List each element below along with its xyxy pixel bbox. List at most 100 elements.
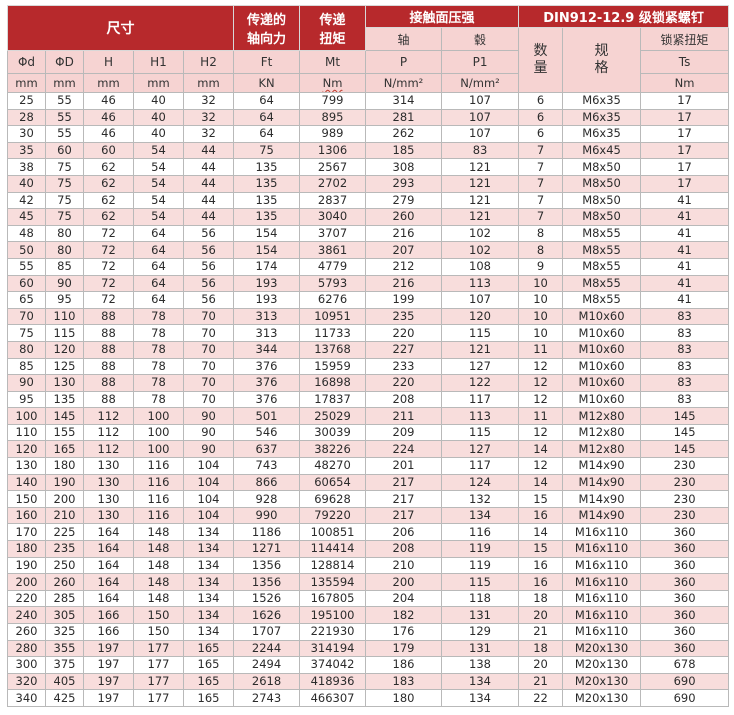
table-row: 50 80 72 64 56 154 3861 207 102 8 M8x55 41: [7, 241, 730, 259]
cell-ts: 145: [640, 423, 730, 442]
cell-p1: 113: [441, 407, 520, 425]
cell-h: 130: [83, 506, 134, 525]
cell-ts: 17: [640, 125, 730, 143]
cell-h: 197: [83, 689, 134, 707]
cell-qty: 22: [518, 689, 564, 707]
cell-p: 204: [365, 589, 443, 608]
unit-p1: N/mm²: [441, 73, 520, 93]
cell-ft: 928: [233, 490, 301, 508]
cell-p1: 121: [441, 174, 520, 193]
cell-ts: 41: [640, 274, 730, 293]
cell-p: 179: [365, 639, 443, 658]
cell-outer-d: 200: [45, 490, 84, 508]
cell-mt: 48270: [299, 457, 367, 475]
cell-qty: 15: [518, 490, 564, 508]
unit-ft: KN: [233, 73, 301, 93]
cell-h: 164: [83, 556, 134, 575]
header-axial-force: 传递的 轴向力: [233, 5, 301, 51]
table-row: 95 135 88 78 70 376 17837 208 117 12 M10x60 83: [7, 390, 730, 409]
cell-outer-d: 405: [45, 672, 84, 691]
table-row: 240 305 166 150 134 1626 195100 182 131 20 M16x110…: [7, 606, 730, 624]
cell-h2: 134: [182, 589, 235, 608]
cell-h1: 78: [133, 324, 184, 342]
cell-spec: M8x50: [562, 208, 642, 226]
cell-spec: M8x50: [562, 174, 642, 193]
cell-ft: 376: [233, 374, 301, 392]
table-row: 140 190 130 116 104 866 60654 217 124 14 M14x90 230: [7, 473, 730, 492]
cell-p: 180: [365, 689, 443, 707]
col-h: H: [83, 50, 134, 74]
cell-p1: 131: [441, 639, 520, 658]
cell-ts: 83: [640, 307, 730, 326]
cell-ft: 135: [233, 208, 301, 226]
cell-d: 170: [7, 523, 46, 542]
cell-ts: 83: [640, 374, 730, 392]
cell-d: 42: [7, 191, 46, 210]
unit-d: mm: [7, 73, 46, 93]
cell-ft: 1271: [233, 540, 301, 558]
cell-ts: 17: [640, 174, 730, 193]
cell-ft: 1526: [233, 589, 301, 608]
cell-ts: 230: [640, 506, 730, 525]
table-row: 190 250 164 148 134 1356 128814 210 119 16 M16x110…: [7, 556, 730, 575]
cell-ft: 313: [233, 307, 301, 326]
cell-mt: 15959: [299, 357, 367, 376]
cell-ts: 360: [640, 540, 730, 558]
cell-outer-d: 210: [45, 506, 84, 525]
cell-mt: 10951: [299, 307, 367, 326]
col-ts: Ts: [640, 50, 730, 74]
cell-p: 211: [365, 407, 443, 425]
cell-h2: 70: [182, 324, 235, 342]
unit-h: mm: [83, 73, 134, 93]
cell-qty: 10: [518, 274, 564, 293]
header-spec: 规格: [562, 27, 642, 93]
cell-outer-d: 180: [45, 457, 84, 475]
cell-mt: 69628: [299, 490, 367, 508]
cell-h2: 134: [182, 573, 235, 591]
cell-d: 280: [7, 639, 46, 658]
cell-h2: 44: [182, 174, 235, 193]
cell-h1: 177: [133, 656, 184, 674]
cell-h1: 54: [133, 174, 184, 193]
cell-d: 55: [7, 257, 46, 276]
cell-h1: 116: [133, 457, 184, 475]
cell-ft: 64: [233, 108, 301, 127]
cell-outer-d: 165: [45, 440, 84, 459]
cell-h1: 64: [133, 274, 184, 293]
cell-h2: 32: [182, 108, 235, 127]
cell-p: 314: [365, 92, 443, 110]
cell-ft: 64: [233, 92, 301, 110]
cell-p: 233: [365, 357, 443, 376]
cell-h2: 70: [182, 340, 235, 359]
cell-h: 164: [83, 540, 134, 558]
cell-p: 183: [365, 672, 443, 691]
col-h2: H2: [182, 50, 235, 74]
table-row: 130 180 130 116 104 743 48270 201 117 12 M14x90 230: [7, 457, 730, 475]
cell-qty: 20: [518, 606, 564, 624]
cell-h1: 40: [133, 125, 184, 143]
cell-mt: 2702: [299, 174, 367, 193]
cell-p: 293: [365, 174, 443, 193]
cell-d: 120: [7, 440, 46, 459]
table-row: 48 80 72 64 56 154 3707 216 102 8 M8x55 41: [7, 224, 730, 243]
cell-h: 130: [83, 457, 134, 475]
cell-ts: 17: [640, 141, 730, 160]
cell-p1: 122: [441, 374, 520, 392]
cell-p1: 117: [441, 457, 520, 475]
cell-mt: 418936: [299, 672, 367, 691]
table-row: 280 355 197 177 165 2244 314194 179 131 18 M20x130…: [7, 639, 730, 658]
cell-ts: 678: [640, 656, 730, 674]
cell-p1: 134: [441, 506, 520, 525]
cell-h1: 150: [133, 623, 184, 641]
unit-row: mm mm mm mm mm KN Nm N/mm² N/mm² Nm: [7, 73, 730, 93]
cell-spec: M16x110: [562, 606, 642, 624]
cell-mt: 895: [299, 108, 367, 127]
cell-p: 308: [365, 158, 443, 176]
cell-outer-d: 75: [45, 174, 84, 193]
cell-p: 281: [365, 108, 443, 127]
cell-h2: 56: [182, 257, 235, 276]
cell-h2: 70: [182, 357, 235, 376]
cell-spec: M8x55: [562, 241, 642, 259]
cell-qty: 11: [518, 407, 564, 425]
cell-h2: 104: [182, 473, 235, 492]
